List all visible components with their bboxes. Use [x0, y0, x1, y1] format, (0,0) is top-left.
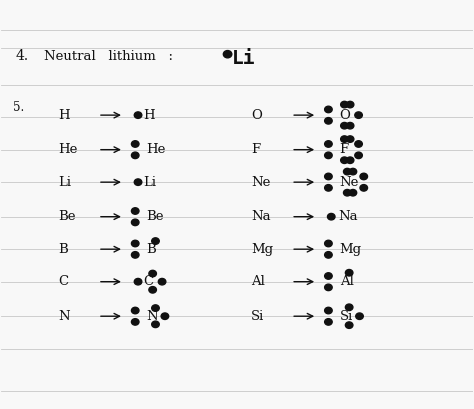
Circle shape — [131, 208, 139, 214]
Text: B: B — [146, 243, 156, 256]
Circle shape — [325, 284, 332, 291]
Text: Li: Li — [58, 175, 71, 189]
Text: Ne: Ne — [251, 175, 271, 189]
Circle shape — [131, 219, 139, 226]
Circle shape — [134, 112, 142, 118]
Text: N: N — [58, 310, 70, 323]
Circle shape — [355, 141, 362, 147]
Text: Neutral   lithium   :: Neutral lithium : — [44, 50, 173, 63]
Circle shape — [349, 189, 357, 196]
Circle shape — [325, 273, 332, 279]
Circle shape — [356, 313, 363, 319]
Circle shape — [131, 319, 139, 325]
Circle shape — [341, 136, 348, 142]
Circle shape — [149, 270, 156, 277]
Text: Be: Be — [146, 210, 164, 223]
Circle shape — [161, 313, 169, 319]
Text: Ne: Ne — [340, 175, 359, 189]
Circle shape — [134, 179, 142, 185]
Circle shape — [346, 136, 354, 142]
Circle shape — [328, 213, 335, 220]
Text: O: O — [340, 109, 351, 121]
Circle shape — [152, 238, 159, 244]
Circle shape — [341, 122, 348, 129]
Circle shape — [344, 189, 351, 196]
Text: 4.: 4. — [16, 49, 28, 63]
Circle shape — [325, 240, 332, 247]
Text: Na: Na — [338, 210, 358, 223]
Text: F: F — [340, 143, 349, 156]
Text: B: B — [58, 243, 68, 256]
Text: He: He — [146, 143, 166, 156]
Circle shape — [134, 279, 142, 285]
Text: Mg: Mg — [251, 243, 273, 256]
Circle shape — [152, 321, 159, 328]
Circle shape — [325, 152, 332, 159]
Text: H: H — [58, 109, 70, 121]
Text: C: C — [144, 275, 154, 288]
Circle shape — [158, 279, 166, 285]
Circle shape — [325, 252, 332, 258]
Text: Al: Al — [251, 275, 265, 288]
Circle shape — [131, 252, 139, 258]
Text: Si: Si — [340, 310, 353, 323]
Circle shape — [360, 173, 367, 180]
Text: 5.: 5. — [13, 101, 25, 114]
Circle shape — [325, 184, 332, 191]
Text: Na: Na — [251, 210, 271, 223]
Circle shape — [355, 152, 362, 159]
Circle shape — [131, 152, 139, 159]
Circle shape — [325, 173, 332, 180]
Text: Al: Al — [340, 275, 354, 288]
Text: N: N — [146, 310, 158, 323]
Circle shape — [325, 307, 332, 314]
Circle shape — [346, 322, 353, 328]
Text: Si: Si — [251, 310, 264, 323]
Circle shape — [223, 51, 232, 58]
Circle shape — [341, 101, 348, 108]
Circle shape — [344, 169, 351, 175]
Text: F: F — [251, 143, 260, 156]
Circle shape — [346, 157, 354, 164]
Text: C: C — [58, 275, 68, 288]
Circle shape — [325, 106, 332, 113]
Text: Li: Li — [232, 49, 256, 68]
Text: He: He — [58, 143, 77, 156]
Circle shape — [346, 122, 354, 129]
Text: Mg: Mg — [340, 243, 362, 256]
Circle shape — [346, 270, 353, 276]
Circle shape — [349, 169, 357, 175]
Circle shape — [325, 319, 332, 325]
Text: H: H — [144, 109, 155, 121]
Text: Be: Be — [58, 210, 75, 223]
Circle shape — [360, 184, 367, 191]
Circle shape — [131, 141, 139, 147]
Circle shape — [152, 305, 159, 311]
Circle shape — [346, 101, 354, 108]
Circle shape — [341, 157, 348, 164]
Text: O: O — [251, 109, 262, 121]
Circle shape — [325, 141, 332, 147]
Text: Li: Li — [144, 175, 157, 189]
Circle shape — [346, 304, 353, 310]
Circle shape — [325, 117, 332, 124]
Circle shape — [355, 112, 362, 118]
Circle shape — [149, 287, 156, 293]
Circle shape — [131, 307, 139, 314]
Circle shape — [131, 240, 139, 247]
